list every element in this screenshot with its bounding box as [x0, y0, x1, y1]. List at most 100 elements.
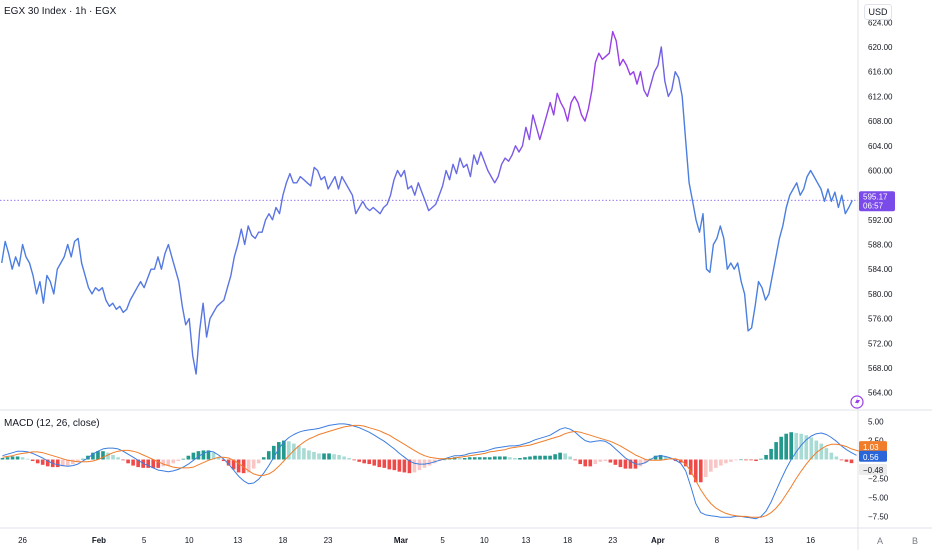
time-tick-label: 10 [185, 536, 194, 545]
macd-tick-label: −5.00 [868, 493, 889, 502]
histogram-bar [226, 459, 231, 466]
chart-title[interactable]: EGX 30 Index · 1h · EGX [4, 6, 117, 17]
histogram-bar [76, 459, 80, 462]
time-tick-label: Apr [651, 536, 665, 545]
histogram-bar [201, 450, 206, 460]
histogram-value: −0.48 [863, 466, 884, 475]
histogram-bar [709, 459, 713, 472]
histogram-bar [101, 451, 105, 460]
histogram-bar [784, 433, 788, 460]
price-tick-label: 608.00 [868, 117, 893, 126]
histogram-bar [508, 457, 512, 460]
macd-line[interactable] [2, 423, 857, 520]
histogram-bar [126, 459, 130, 464]
log-scale-button[interactable]: B [912, 536, 918, 546]
histogram-bar [256, 459, 261, 464]
histogram-bar [794, 432, 799, 460]
histogram-bar [653, 455, 658, 460]
histogram-bar [744, 459, 748, 461]
histogram-bar [528, 456, 532, 460]
histogram-bar [518, 458, 522, 460]
histogram-bar [60, 459, 65, 467]
histogram-bar [719, 459, 723, 466]
histogram-bar [81, 458, 85, 460]
histogram-bar [543, 455, 547, 460]
histogram-bar [658, 454, 663, 460]
macd-pane[interactable] [0, 423, 862, 520]
time-tick-label: 26 [18, 536, 27, 545]
currency-button[interactable]: USD [864, 4, 892, 20]
histogram-bar [30, 459, 35, 462]
time-axis[interactable]: 26 Feb 5 10 13 18 23 Mar 5 10 13 18 23 Apr 8 13 16 [18, 536, 815, 545]
histogram-bar [809, 437, 814, 460]
signal-badge [859, 441, 887, 453]
histogram-bar [146, 459, 150, 468]
time-tick-label: 5 [142, 536, 147, 545]
time-tick-label: Mar [394, 536, 408, 545]
histogram-bar [181, 458, 186, 460]
histogram-bar [0, 458, 5, 460]
histogram-bar [176, 459, 181, 462]
histogram-bar [382, 459, 387, 468]
histogram-bar [643, 459, 648, 463]
signal-line[interactable] [2, 424, 862, 518]
histogram-bar [573, 459, 577, 461]
histogram-bar [498, 456, 502, 460]
alert-icon[interactable] [850, 395, 864, 409]
histogram-bar [357, 459, 361, 462]
histogram-bar [45, 459, 50, 467]
macd-axis[interactable]: 5.00 2.50 −2.50 −5.00 −7.50 [868, 418, 889, 522]
price-tick-label: 600.00 [868, 166, 893, 175]
time-tick-label: 13 [764, 536, 773, 545]
histogram-bar [196, 451, 201, 460]
histogram-bar [839, 459, 844, 461]
last-price-badge [859, 191, 895, 212]
histogram-bar [251, 459, 256, 469]
histogram-bar [156, 459, 161, 468]
histogram-bar [367, 459, 372, 465]
histogram-bar [20, 457, 25, 460]
price-tick-label: 604.00 [868, 142, 893, 151]
histogram-bar [327, 453, 331, 460]
price-tick-label: 620.00 [868, 43, 893, 52]
histogram-bar [588, 459, 593, 467]
histogram-bar [553, 454, 557, 460]
price-tick-label: 580.00 [868, 290, 893, 299]
histogram-bar [759, 458, 763, 460]
price-tick-label: 572.00 [868, 339, 893, 348]
price-tick-label: 588.00 [868, 241, 893, 250]
histogram-bar [10, 456, 15, 460]
histogram-bar [241, 459, 246, 474]
auto-scale-button[interactable]: A [877, 536, 883, 546]
histogram-bar [618, 459, 623, 468]
macd-badge [859, 450, 887, 462]
histogram-bar [779, 436, 783, 460]
price-line[interactable] [1, 30, 853, 375]
histogram-bar [297, 445, 301, 460]
time-tick-label: 8 [715, 536, 720, 545]
price-pane[interactable] [0, 30, 858, 375]
histogram-bar [186, 455, 191, 460]
price-tick-label: 584.00 [868, 265, 893, 274]
histogram-bar [462, 458, 467, 460]
histogram-bar [703, 459, 708, 477]
histogram-bar [216, 457, 221, 460]
histogram-bar [638, 459, 643, 467]
histogram-bar [487, 457, 492, 460]
histogram-bar [271, 445, 276, 460]
histogram-bar [764, 454, 768, 460]
histogram-bar [724, 459, 728, 464]
histogram-bar [407, 459, 412, 474]
macd-indicator-title[interactable]: MACD (12, 26, close) [4, 418, 100, 429]
histogram-bar [55, 459, 60, 468]
histogram-bar [583, 459, 588, 467]
histogram-bar [714, 459, 718, 468]
price-tick-label: 576.00 [868, 315, 893, 324]
histogram-bar [136, 459, 140, 468]
histogram-bar [568, 456, 572, 460]
histogram-bar [377, 459, 382, 468]
histogram-bar [15, 456, 20, 460]
